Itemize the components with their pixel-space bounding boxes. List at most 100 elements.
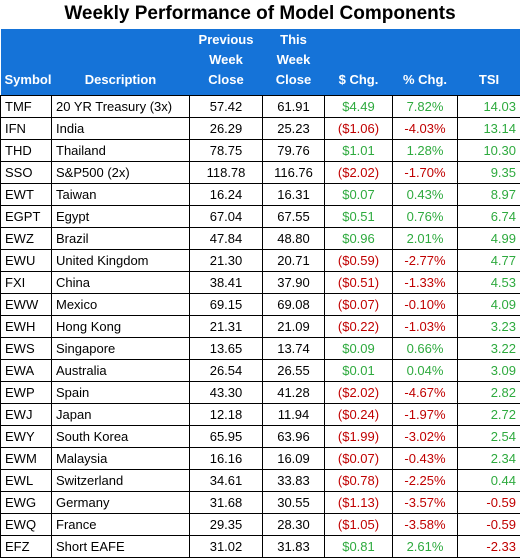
cell-this-week-close: 37.90 <box>262 271 325 294</box>
cell-dollar-change: ($2.02) <box>324 381 393 404</box>
cell-percent-change: 2.01% <box>392 227 458 250</box>
table-title: Weekly Performance of Model Components <box>64 3 456 24</box>
table-row: EWU United Kingdom 21.30 20.71 ($0.59) -2.77%… <box>0 249 520 272</box>
cell-this-week-close: 20.71 <box>262 249 325 272</box>
cell-symbol: EWJ <box>0 403 52 426</box>
cell-description: Malaysia <box>51 447 190 470</box>
cell-tsi: -0.59 <box>457 513 520 536</box>
cell-tsi: 2.72 <box>457 403 520 426</box>
table-row: EWH Hong Kong 21.31 21.09 ($0.22) -1.03% 3.23 <box>0 315 520 338</box>
cell-dollar-change: ($0.07) <box>324 447 393 470</box>
cell-percent-change: -3.57% <box>392 491 458 514</box>
cell-tsi: 4.99 <box>457 227 520 250</box>
cell-dollar-change: ($0.07) <box>324 293 393 316</box>
cell-tsi: 10.30 <box>457 139 520 162</box>
cell-this-week-close: 79.76 <box>262 139 325 162</box>
cell-symbol: EWZ <box>0 227 52 250</box>
cell-description: India <box>51 117 190 140</box>
cell-percent-change: -0.10% <box>392 293 458 316</box>
cell-previous-close: 12.18 <box>189 403 263 426</box>
cell-description: Hong Kong <box>51 315 190 338</box>
cell-description: 20 YR Treasury (3x) <box>51 95 190 118</box>
header-this-line3: Close <box>275 72 312 87</box>
cell-dollar-change: ($1.05) <box>324 513 393 536</box>
cell-symbol: SSO <box>0 161 52 184</box>
cell-percent-change: -4.03% <box>392 117 458 140</box>
cell-dollar-change: $4.49 <box>324 95 393 118</box>
header-symbol: Symbol <box>0 29 52 96</box>
cell-previous-close: 26.54 <box>189 359 263 382</box>
cell-description: Thailand <box>51 139 190 162</box>
table-row: EWW Mexico 69.15 69.08 ($0.07) -0.10% 4.09 <box>0 293 520 316</box>
cell-dollar-change: ($0.24) <box>324 403 393 426</box>
cell-this-week-close: 13.74 <box>262 337 325 360</box>
table-row: FXI China 38.41 37.90 ($0.51) -1.33% 4.53 <box>0 271 520 294</box>
header-this-line2: Week <box>276 52 311 67</box>
cell-tsi: 9.35 <box>457 161 520 184</box>
cell-description: Short EAFE <box>51 535 190 558</box>
cell-this-week-close: 41.28 <box>262 381 325 404</box>
header-percent-change: % Chg. <box>392 29 458 96</box>
cell-previous-close: 43.30 <box>189 381 263 404</box>
cell-previous-close: 29.35 <box>189 513 263 536</box>
cell-previous-close: 57.42 <box>189 95 263 118</box>
cell-percent-change: 0.66% <box>392 337 458 360</box>
cell-this-week-close: 28.30 <box>262 513 325 536</box>
table-row: THD Thailand 78.75 79.76 $1.01 1.28% 10.30 <box>0 139 520 162</box>
cell-dollar-change: ($0.51) <box>324 271 393 294</box>
cell-previous-close: 26.29 <box>189 117 263 140</box>
cell-percent-change: 1.28% <box>392 139 458 162</box>
cell-percent-change: -0.43% <box>392 447 458 470</box>
cell-previous-close: 118.78 <box>189 161 263 184</box>
cell-dollar-change: ($1.99) <box>324 425 393 448</box>
cell-previous-close: 31.02 <box>189 535 263 558</box>
header-previous-close: Previous Week Close <box>189 29 263 96</box>
cell-description: Singapore <box>51 337 190 360</box>
header-this-week-close: This Week Close <box>262 29 325 96</box>
cell-dollar-change: $0.07 <box>324 183 393 206</box>
cell-previous-close: 47.84 <box>189 227 263 250</box>
cell-dollar-change: ($1.13) <box>324 491 393 514</box>
cell-tsi: 13.14 <box>457 117 520 140</box>
cell-this-week-close: 67.55 <box>262 205 325 228</box>
cell-symbol: THD <box>0 139 52 162</box>
cell-percent-change: 0.43% <box>392 183 458 206</box>
cell-percent-change: -3.02% <box>392 425 458 448</box>
cell-symbol: EWH <box>0 315 52 338</box>
cell-symbol: EWW <box>0 293 52 316</box>
table-row: EWP Spain 43.30 41.28 ($2.02) -4.67% 2.82 <box>0 381 520 404</box>
cell-symbol: EWM <box>0 447 52 470</box>
cell-description: Australia <box>51 359 190 382</box>
cell-percent-change: -3.58% <box>392 513 458 536</box>
cell-previous-close: 21.31 <box>189 315 263 338</box>
cell-percent-change: 0.04% <box>392 359 458 382</box>
table-row: EGPT Egypt 67.04 67.55 $0.51 0.76% 6.74 <box>0 205 520 228</box>
cell-dollar-change: $0.96 <box>324 227 393 250</box>
cell-this-week-close: 16.31 <box>262 183 325 206</box>
table-row: TMF 20 YR Treasury (3x) 57.42 61.91 $4.49 7.8… <box>0 95 520 118</box>
cell-dollar-change: $1.01 <box>324 139 393 162</box>
table-row: EWT Taiwan 16.24 16.31 $0.07 0.43% 8.97 <box>0 183 520 206</box>
cell-symbol: EWS <box>0 337 52 360</box>
cell-this-week-close: 30.55 <box>262 491 325 514</box>
cell-previous-close: 69.15 <box>189 293 263 316</box>
cell-previous-close: 16.16 <box>189 447 263 470</box>
header-dollar-change: $ Chg. <box>324 29 393 96</box>
cell-previous-close: 38.41 <box>189 271 263 294</box>
cell-this-week-close: 63.96 <box>262 425 325 448</box>
cell-symbol: TMF <box>0 95 52 118</box>
cell-description: Switzerland <box>51 469 190 492</box>
table-row: EWL Switzerland 34.61 33.83 ($0.78) -2.25% 0.4… <box>0 469 520 492</box>
cell-dollar-change: $0.51 <box>324 205 393 228</box>
cell-description: United Kingdom <box>51 249 190 272</box>
cell-previous-close: 78.75 <box>189 139 263 162</box>
cell-tsi: 2.82 <box>457 381 520 404</box>
cell-dollar-change: $0.81 <box>324 535 393 558</box>
cell-symbol: EWP <box>0 381 52 404</box>
cell-previous-close: 34.61 <box>189 469 263 492</box>
cell-previous-close: 31.68 <box>189 491 263 514</box>
cell-this-week-close: 21.09 <box>262 315 325 338</box>
cell-description: France <box>51 513 190 536</box>
cell-percent-change: -1.97% <box>392 403 458 426</box>
cell-tsi: 8.97 <box>457 183 520 206</box>
